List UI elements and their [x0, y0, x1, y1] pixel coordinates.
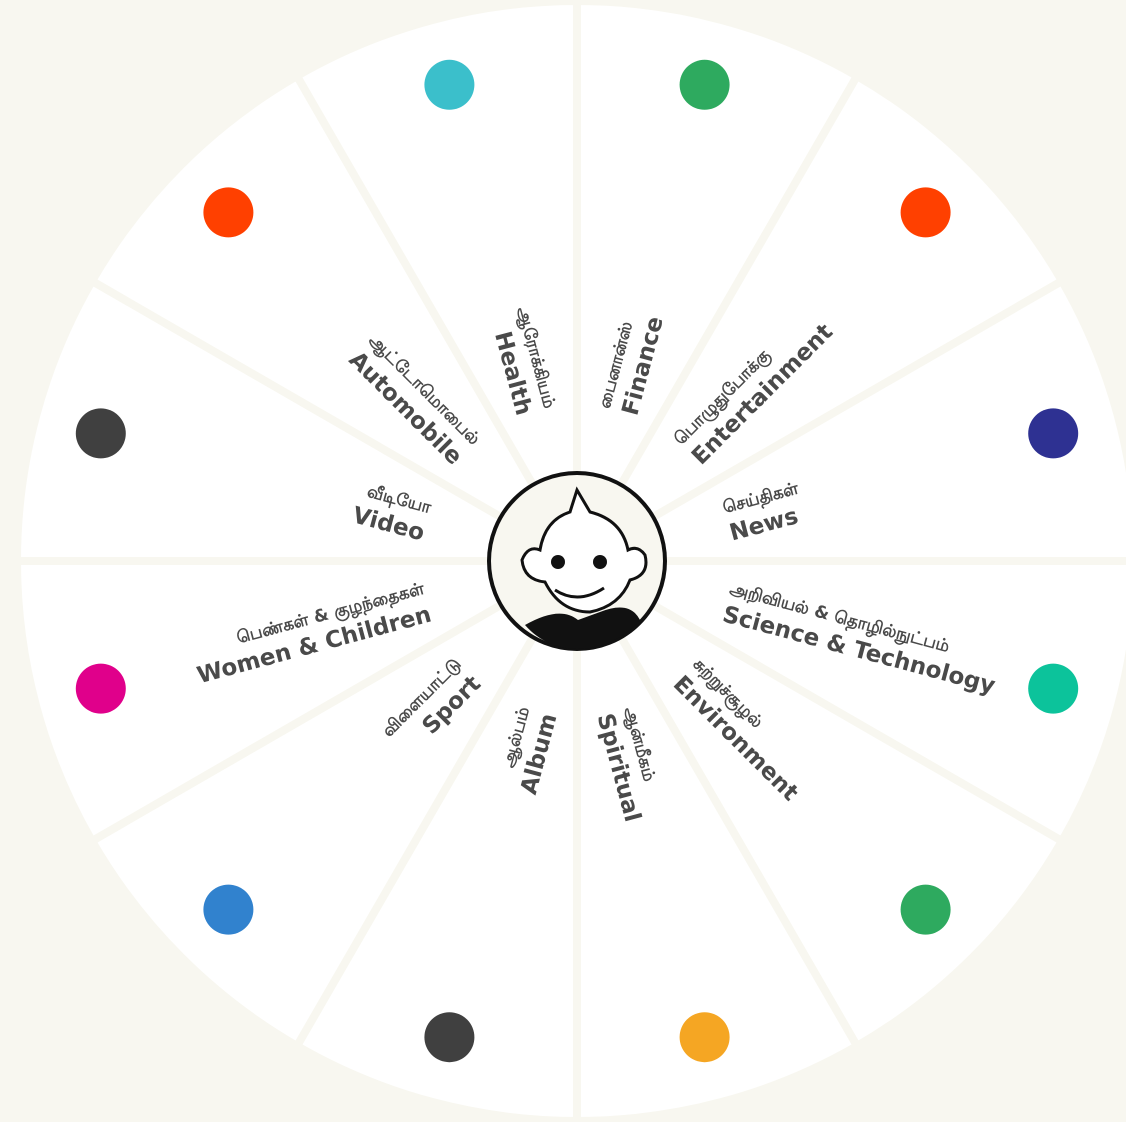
category-dot [901, 885, 951, 935]
category-dot [901, 187, 951, 237]
category-dot [76, 408, 126, 458]
menu-wheel: பைனான்ஸ்Financeபொழுதுபோக்குEntertainment… [0, 0, 1126, 1122]
category-dot [203, 885, 253, 935]
category-dot [203, 187, 253, 237]
category-dot [424, 1012, 474, 1062]
category-dot [76, 664, 126, 714]
category-dot [424, 60, 474, 110]
category-dot [680, 1012, 730, 1062]
logo[interactable] [489, 473, 665, 649]
category-dot [680, 60, 730, 110]
page: பைனான்ஸ்Financeபொழுதுபோக்குEntertainment… [0, 0, 1126, 1122]
category-dot [1028, 664, 1078, 714]
category-dot [1028, 408, 1078, 458]
